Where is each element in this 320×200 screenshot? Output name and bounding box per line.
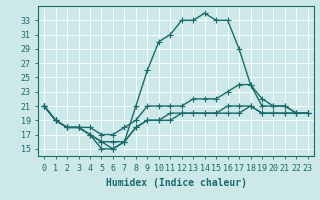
X-axis label: Humidex (Indice chaleur): Humidex (Indice chaleur) xyxy=(106,178,246,188)
